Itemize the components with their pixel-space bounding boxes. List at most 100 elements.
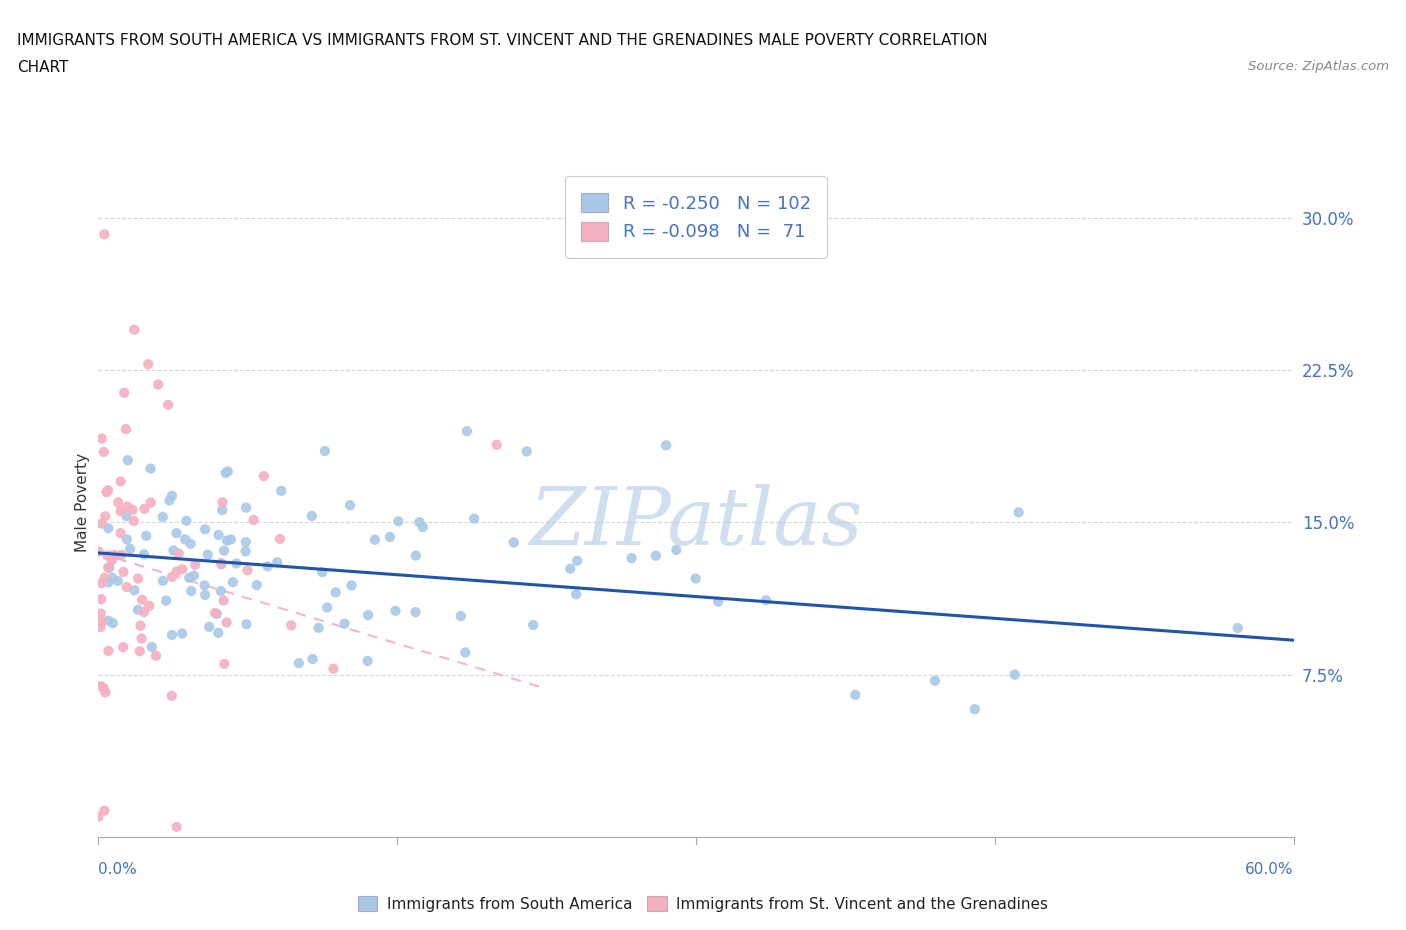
- Point: [89, 619, 111, 634]
- Point: [502, 535, 524, 550]
- Point: [127, 603, 149, 618]
- Point: [179, 570, 201, 585]
- Point: [301, 652, 323, 667]
- Point: [339, 498, 361, 512]
- Point: [97, 521, 120, 536]
- Point: [97, 560, 120, 575]
- Point: [1007, 505, 1029, 520]
- Point: [235, 617, 257, 631]
- Point: [93, 681, 115, 696]
- Point: [963, 702, 986, 717]
- Point: [1226, 620, 1249, 635]
- Point: [184, 557, 207, 572]
- Point: [209, 557, 232, 572]
- Point: [256, 559, 278, 574]
- Point: [90, 432, 112, 446]
- Point: [155, 593, 177, 608]
- Point: [246, 578, 269, 592]
- Point: [314, 444, 336, 458]
- Point: [235, 544, 257, 559]
- Point: [516, 444, 538, 458]
- Point: [166, 819, 188, 834]
- Point: [157, 397, 180, 412]
- Point: [176, 513, 198, 528]
- Point: [101, 616, 124, 631]
- Point: [485, 437, 508, 452]
- Point: [132, 547, 155, 562]
- Point: [755, 592, 778, 607]
- Point: [110, 525, 132, 540]
- Point: [166, 565, 188, 579]
- Point: [205, 606, 228, 621]
- Point: [128, 644, 150, 658]
- Point: [924, 673, 946, 688]
- Text: IMMIGRANTS FROM SOUTH AMERICA VS IMMIGRANTS FROM ST. VINCENT AND THE GRENADINES : IMMIGRANTS FROM SOUTH AMERICA VS IMMIGRA…: [17, 33, 987, 47]
- Point: [97, 575, 120, 590]
- Point: [160, 628, 183, 643]
- Point: [212, 543, 235, 558]
- Point: [644, 549, 666, 564]
- Point: [93, 570, 115, 585]
- Point: [454, 645, 477, 660]
- Point: [655, 438, 678, 453]
- Point: [103, 548, 125, 563]
- Point: [405, 548, 427, 563]
- Point: [378, 529, 401, 544]
- Point: [301, 509, 323, 524]
- Point: [308, 620, 330, 635]
- Point: [139, 461, 162, 476]
- Point: [115, 509, 138, 524]
- Point: [90, 614, 112, 629]
- Legend: Immigrants from South America, Immigrants from St. Vincent and the Grenadines: Immigrants from South America, Immigrant…: [352, 890, 1054, 918]
- Point: [215, 533, 238, 548]
- Point: [620, 551, 643, 565]
- Point: [211, 503, 233, 518]
- Point: [107, 495, 129, 510]
- Text: 0.0%: 0.0%: [98, 862, 138, 877]
- Point: [209, 584, 232, 599]
- Point: [219, 532, 242, 547]
- Point: [159, 493, 181, 508]
- Point: [160, 569, 183, 584]
- Text: Source: ZipAtlas.com: Source: ZipAtlas.com: [1249, 60, 1389, 73]
- Text: 60.0%: 60.0%: [1246, 862, 1294, 877]
- Point: [560, 562, 582, 577]
- Point: [316, 600, 339, 615]
- Point: [94, 509, 117, 524]
- Point: [311, 565, 333, 579]
- Point: [152, 574, 174, 589]
- Point: [412, 520, 434, 535]
- Point: [96, 548, 118, 563]
- Point: [322, 661, 344, 676]
- Point: [364, 532, 387, 547]
- Point: [280, 618, 302, 632]
- Point: [93, 227, 115, 242]
- Point: [101, 570, 124, 585]
- Point: [404, 604, 426, 619]
- Point: [194, 522, 217, 537]
- Point: [93, 804, 115, 818]
- Point: [356, 654, 378, 669]
- Point: [97, 644, 120, 658]
- Point: [90, 606, 112, 621]
- Point: [145, 648, 167, 663]
- Point: [288, 656, 311, 671]
- Point: [665, 542, 688, 557]
- Text: CHART: CHART: [17, 60, 69, 75]
- Point: [180, 583, 202, 598]
- Point: [141, 640, 163, 655]
- Point: [107, 574, 129, 589]
- Point: [174, 532, 197, 547]
- Point: [522, 618, 544, 632]
- Point: [112, 640, 135, 655]
- Point: [214, 657, 236, 671]
- Point: [115, 421, 138, 436]
- Point: [138, 598, 160, 613]
- Point: [94, 685, 117, 700]
- Point: [209, 555, 232, 570]
- Point: [456, 424, 478, 439]
- Point: [325, 585, 347, 600]
- Point: [450, 609, 472, 624]
- Point: [340, 578, 363, 593]
- Point: [384, 604, 406, 618]
